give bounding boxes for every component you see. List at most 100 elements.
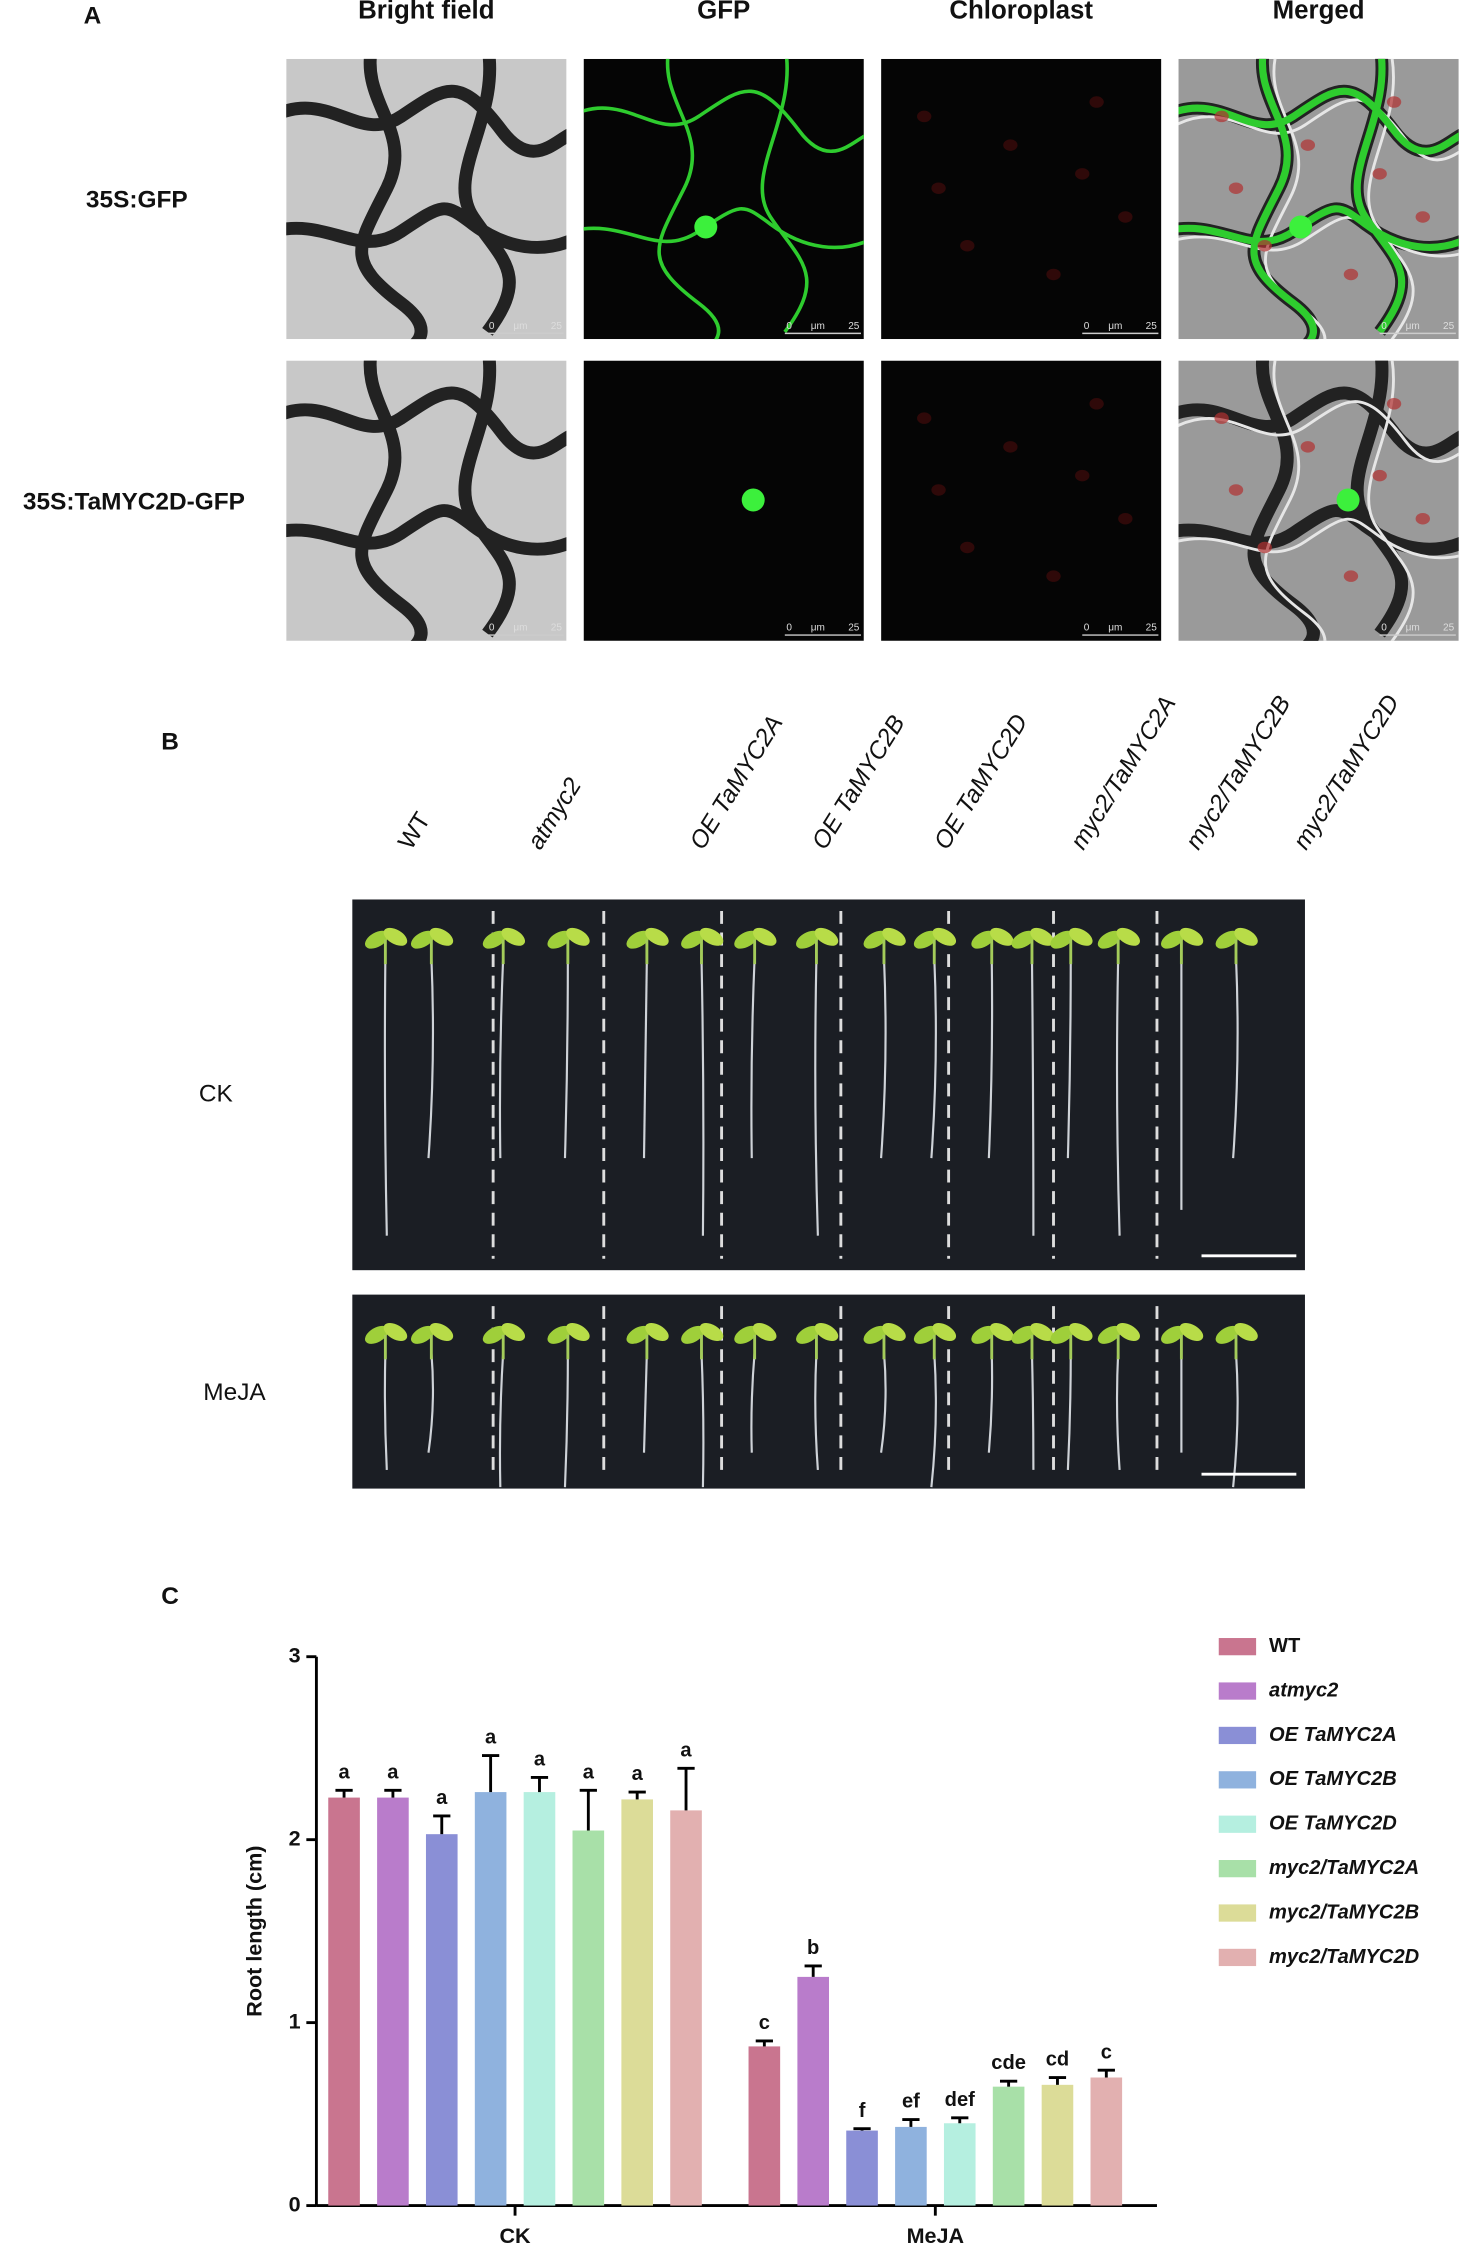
cotyledon [796, 1325, 820, 1344]
chloroplast [1046, 268, 1061, 281]
cotyledon [429, 1322, 454, 1341]
genotype-label: myc2/TaMYC2D [1288, 690, 1405, 854]
legend-label: WT [1269, 1635, 1301, 1657]
row-label: 35S:GFP [86, 187, 188, 214]
column-header: GFP [697, 0, 750, 24]
significance-letter: cde [991, 2052, 1026, 2074]
cotyledon [681, 930, 705, 949]
micrograph-content: 0 μm 25 [583, 58, 864, 340]
cotyledon [1050, 930, 1074, 949]
cotyledon [752, 1322, 777, 1341]
legend-label: OE TaMYC2B [1269, 1768, 1397, 1790]
chloroplast [1075, 469, 1090, 482]
seedling-photo [352, 899, 1305, 1271]
genotype-label: WT [393, 808, 436, 855]
significance-letter: ef [902, 2091, 920, 2113]
scale-label: μm [1108, 623, 1122, 634]
chloroplast [1415, 512, 1430, 525]
cotyledon [1069, 1322, 1093, 1341]
root [814, 1352, 819, 1470]
cotyledon [699, 927, 724, 946]
chloroplast [1257, 239, 1272, 252]
chloroplast [1118, 211, 1133, 223]
chloroplast [1046, 570, 1061, 582]
genotype-label: atmyc2 [522, 773, 587, 854]
root [427, 956, 435, 1159]
chloroplast [1003, 441, 1018, 453]
cotyledon [1097, 930, 1122, 949]
cotyledon [1161, 930, 1185, 949]
y-tick-label: 1 [289, 2008, 301, 2033]
scale-label: 0 [1084, 321, 1090, 332]
root [563, 1352, 569, 1488]
cell-wall [286, 360, 567, 641]
root [930, 956, 937, 1159]
genotype-label: OE TaMYC2A [685, 711, 789, 855]
bar [572, 1830, 605, 2206]
scale-label: μm [513, 321, 527, 332]
bar [328, 1797, 360, 2206]
legend-label: OE TaMYC2A [1269, 1724, 1397, 1746]
chloroplast [1228, 182, 1244, 194]
row-label: MeJA [203, 1379, 266, 1406]
micrograph-content: 0 μm 25 [286, 360, 567, 641]
micrograph-content: 0 μm 25 [583, 360, 864, 641]
scale-label: 25 [1146, 321, 1158, 332]
chloroplast [960, 541, 975, 554]
scale-label: 25 [551, 623, 563, 634]
bar [1041, 2084, 1074, 2206]
cotyledon [482, 1325, 507, 1344]
bar [670, 1810, 702, 2206]
scale-label: 0 [1381, 623, 1387, 634]
cell-wall-light [1178, 360, 1459, 641]
genotype-label: OE TaMYC2B [807, 711, 911, 855]
scale-label: 25 [1146, 623, 1158, 634]
root [1030, 1352, 1035, 1470]
micrograph-content: 0 μm 25 [1178, 58, 1459, 340]
micrograph: 0 μm 25 [583, 360, 864, 641]
cell-wall [286, 58, 567, 340]
scale-label: 0 [1084, 623, 1090, 634]
legend-label: myc2/TaMYC2A [1269, 1857, 1419, 1879]
scale-label: 25 [848, 623, 860, 634]
bar [1090, 2077, 1123, 2206]
scale-label: 25 [1443, 321, 1455, 332]
chloroplast [1214, 412, 1229, 424]
cotyledon [734, 1325, 758, 1344]
root [1232, 956, 1239, 1159]
bar [943, 2123, 976, 2206]
cotyledon [863, 930, 888, 949]
legend-label: myc2/TaMYC2B [1269, 1901, 1419, 1923]
significance-letter: a [680, 1739, 692, 1761]
cotyledon [482, 930, 507, 949]
cotyledon [1234, 1322, 1258, 1341]
root [1030, 956, 1035, 1236]
cotyledon [1069, 927, 1093, 946]
cotyledon [501, 1322, 526, 1341]
cotyledon [645, 1322, 669, 1341]
genotype-label: OE TaMYC2D [929, 710, 1033, 855]
micrograph: 0 μm 25 [583, 58, 864, 340]
chloroplast [1372, 469, 1387, 482]
root [880, 956, 887, 1159]
chloroplast [1214, 110, 1229, 123]
cotyledon [566, 1322, 590, 1341]
significance-letter: a [436, 1787, 448, 1809]
legend-swatch [1218, 1771, 1257, 1789]
x-tick-label: CK [499, 2223, 531, 2248]
root [750, 1351, 756, 1453]
cotyledon [547, 1325, 571, 1344]
root [498, 956, 505, 1159]
chloroplast [960, 239, 975, 252]
bar [992, 2086, 1025, 2206]
cotyledon [1179, 927, 1204, 946]
cotyledon [913, 930, 938, 949]
y-tick-label: 0 [289, 2191, 301, 2216]
cotyledon [814, 1322, 839, 1341]
cotyledon [383, 1322, 408, 1341]
micrograph: 0 μm 25 [1178, 58, 1459, 340]
significance-letter: a [387, 1761, 399, 1783]
chloroplast [1372, 168, 1387, 180]
column-header: Chloroplast [949, 0, 1093, 24]
